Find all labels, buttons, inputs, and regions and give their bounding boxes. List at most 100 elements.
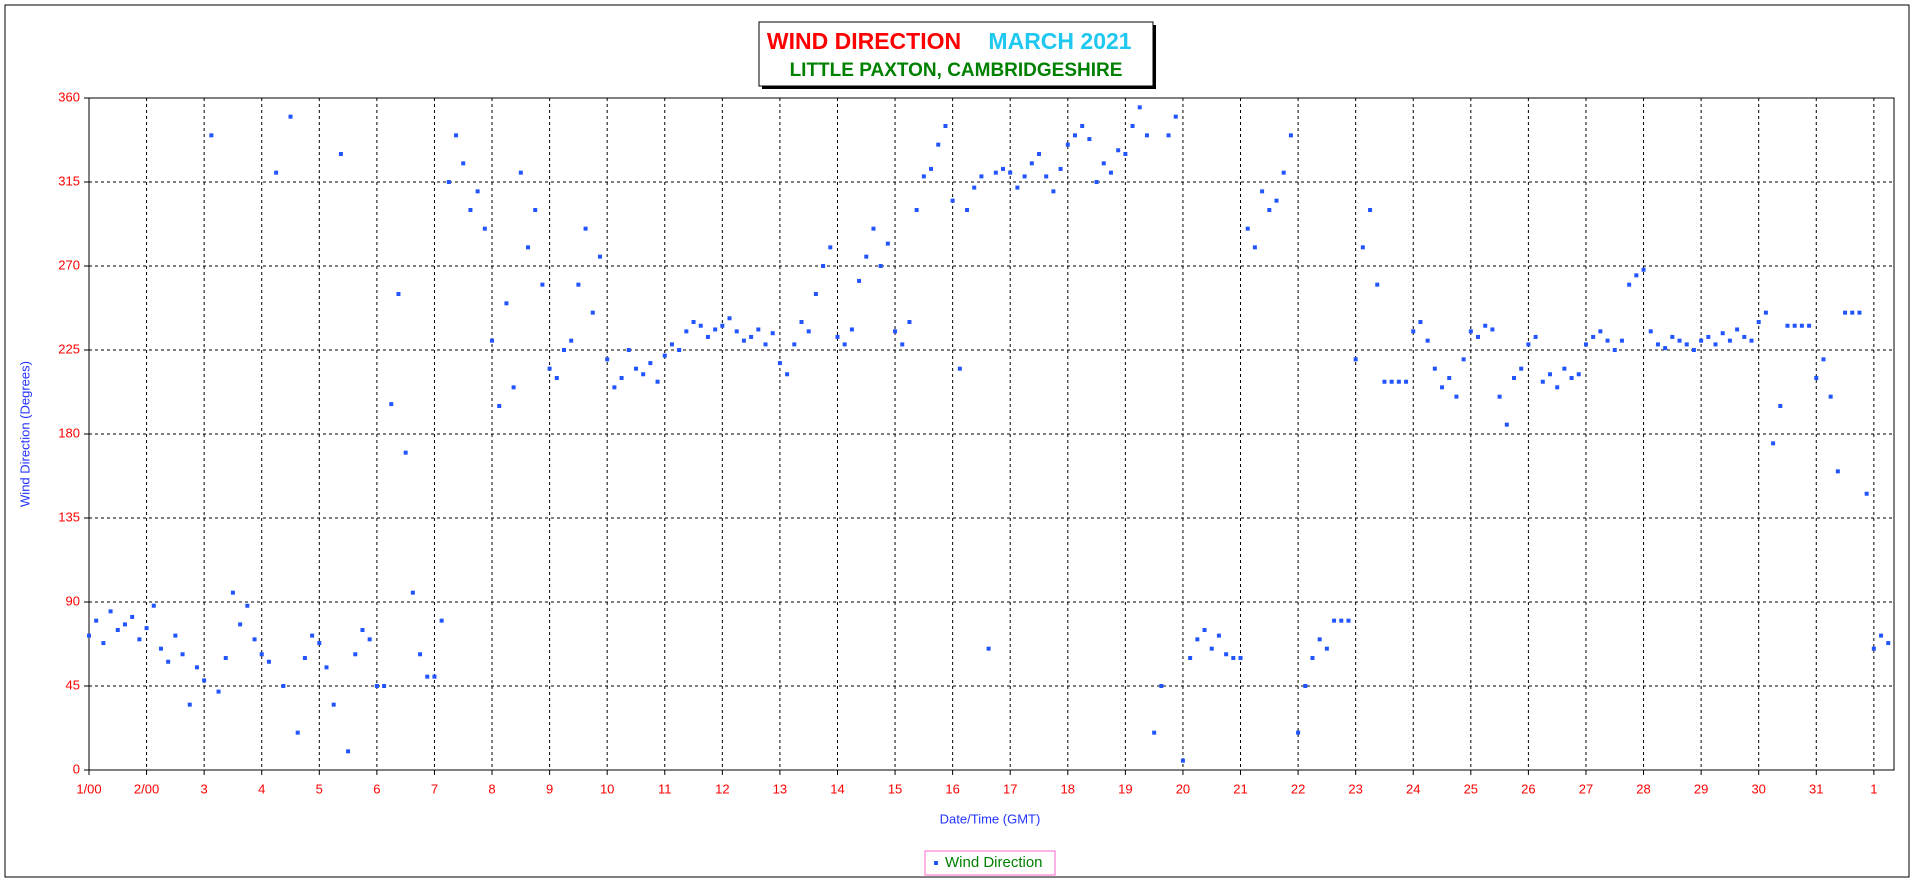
point xyxy=(929,166,934,171)
x-tick-label: 5 xyxy=(316,781,323,796)
point xyxy=(317,641,322,646)
point xyxy=(1756,320,1761,324)
point xyxy=(1879,633,1884,638)
point xyxy=(382,684,387,688)
point xyxy=(1562,366,1567,371)
point xyxy=(943,124,948,128)
point xyxy=(583,226,588,231)
point xyxy=(1727,338,1732,343)
x-tick-label: 18 xyxy=(1061,781,1075,796)
point xyxy=(374,684,379,688)
point xyxy=(821,264,826,268)
point xyxy=(1051,189,1056,194)
point xyxy=(777,361,782,366)
x-tick-label: 2/00 xyxy=(134,781,159,796)
point xyxy=(1274,198,1279,203)
point xyxy=(1720,331,1725,336)
point xyxy=(1324,646,1329,651)
point xyxy=(302,656,307,660)
x-tick-label: 7 xyxy=(431,781,438,796)
point xyxy=(310,633,315,638)
point xyxy=(806,329,811,334)
point xyxy=(353,652,358,657)
point xyxy=(1130,124,1135,128)
point xyxy=(346,749,351,754)
point xyxy=(1843,310,1848,315)
point xyxy=(662,353,667,358)
point xyxy=(1015,185,1020,190)
point xyxy=(1691,348,1696,352)
point xyxy=(1152,730,1157,735)
point xyxy=(1382,379,1387,384)
point xyxy=(1835,469,1840,474)
point xyxy=(1044,174,1049,179)
point xyxy=(410,590,415,595)
x-tick-label: 9 xyxy=(546,781,553,796)
point xyxy=(1821,357,1826,362)
point xyxy=(669,342,674,347)
point xyxy=(1828,394,1833,399)
point xyxy=(338,152,343,156)
point xyxy=(1065,142,1070,147)
point xyxy=(1029,161,1034,166)
point xyxy=(108,609,113,614)
point xyxy=(252,637,257,642)
point xyxy=(209,133,214,138)
point xyxy=(137,637,142,642)
point xyxy=(1389,379,1394,384)
point xyxy=(633,366,638,371)
point xyxy=(648,361,653,366)
point xyxy=(799,320,804,324)
point xyxy=(1576,372,1581,377)
point xyxy=(1799,323,1804,328)
point xyxy=(173,633,178,638)
point xyxy=(1605,338,1610,343)
point xyxy=(921,174,926,179)
point xyxy=(1476,334,1481,339)
point xyxy=(418,652,423,657)
point xyxy=(216,689,221,694)
point xyxy=(1375,282,1380,287)
point xyxy=(1116,148,1121,153)
point xyxy=(468,208,473,212)
x-tick-label: 6 xyxy=(373,781,380,796)
point xyxy=(842,342,847,347)
x-tick-label: 14 xyxy=(830,781,844,796)
point xyxy=(1483,323,1488,328)
x-tick-label: 19 xyxy=(1118,781,1132,796)
point xyxy=(1224,652,1229,657)
point xyxy=(1404,379,1409,384)
legend: Wind Direction xyxy=(924,850,1056,876)
point xyxy=(576,282,581,287)
point xyxy=(1072,133,1077,138)
point xyxy=(619,376,624,380)
point xyxy=(432,674,437,679)
legend-box xyxy=(924,850,1056,876)
point xyxy=(1332,618,1337,623)
point xyxy=(526,245,531,250)
x-tick-label: 3 xyxy=(201,781,208,796)
point xyxy=(677,348,682,352)
point xyxy=(1771,441,1776,446)
point xyxy=(713,327,718,332)
point xyxy=(403,450,408,455)
point xyxy=(1807,323,1812,328)
point xyxy=(1238,656,1243,660)
point xyxy=(885,241,890,246)
point xyxy=(1526,342,1531,347)
point xyxy=(187,702,192,707)
x-tick-label: 26 xyxy=(1521,781,1535,796)
point xyxy=(734,329,739,334)
point xyxy=(785,372,790,377)
x-tick-label: 28 xyxy=(1636,781,1650,796)
x-tick-label: 15 xyxy=(888,781,902,796)
point xyxy=(1411,329,1416,334)
point xyxy=(857,278,862,283)
point xyxy=(1440,385,1445,390)
point xyxy=(705,334,710,339)
point xyxy=(151,603,156,608)
x-tick-label: 16 xyxy=(945,781,959,796)
chart-title: WIND DIRECTION xyxy=(767,28,961,54)
y-tick-label: 135 xyxy=(58,509,80,524)
x-tick-label: 21 xyxy=(1233,781,1247,796)
